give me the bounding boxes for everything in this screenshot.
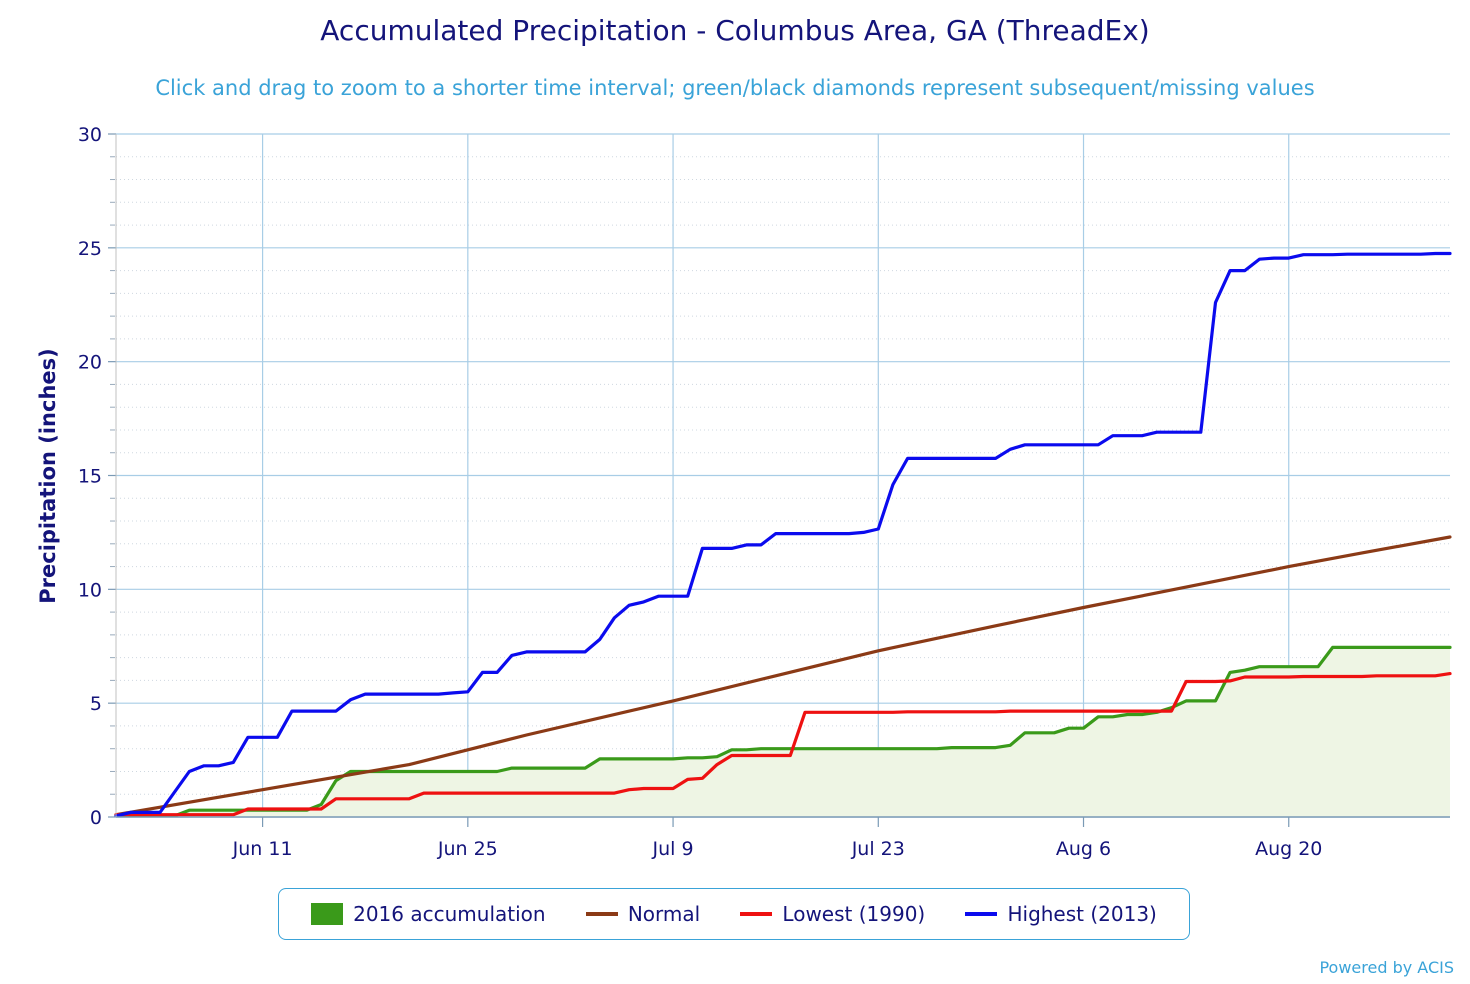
axis-layer: 0 5 10 15 20 25 30 Jun 11 Jun 25 Jul 9 Jul 23 Aug 6… (78, 124, 1450, 860)
legend-item-highest[interactable]: Highest (2013) (965, 902, 1157, 926)
legend-item-lowest[interactable]: Lowest (1990) (740, 902, 925, 926)
series-line-highest-2013 (114, 251, 1452, 818)
x-tick-label: Jul 9 (652, 838, 694, 860)
series-line-2016-accumulation (114, 645, 1452, 818)
y-tick-label: 5 (90, 693, 102, 715)
y-axis-label: Precipitation (inches) (36, 348, 60, 604)
x-tick-label: Jul 23 (851, 838, 905, 860)
chart-subtitle: Click and drag to zoom to a shorter time… (155, 76, 1315, 100)
legend-swatch-normal (585, 912, 618, 916)
legend-swatch-lowest (740, 912, 773, 916)
chart-legend: 2016 accumulation Normal Lowest (1990) H… (278, 888, 1190, 940)
x-tick-label: Aug 20 (1255, 838, 1322, 860)
chart-title: Accumulated Precipitation - Columbus Are… (320, 14, 1150, 47)
legend-label-lowest: Lowest (1990) (782, 902, 926, 926)
y-tick-label: 0 (90, 807, 102, 829)
y-tick-label: 30 (78, 124, 102, 146)
area-fill-2016-accumulation (116, 647, 1450, 817)
x-tick-label: Jun 25 (437, 838, 498, 860)
y-tick-label: 20 (78, 352, 102, 374)
precipitation-chart[interactable]: 0 5 10 15 20 25 30 Jun 11 Jun 25 Jul 9 Jul 23 Aug 6… (0, 0, 1470, 880)
y-tick-label: 25 (78, 238, 102, 260)
legend-swatch-2016 (311, 903, 344, 925)
legend-item-2016[interactable]: 2016 accumulation (311, 902, 546, 926)
x-tick-label: Jun 11 (232, 838, 293, 860)
legend-label-normal: Normal (627, 902, 701, 926)
powered-by-credit[interactable]: Powered by ACIS (1319, 958, 1454, 977)
legend-label-highest: Highest (2013) (1007, 902, 1157, 926)
legend-swatch-highest (965, 912, 998, 916)
y-tick-label: 15 (78, 466, 102, 488)
legend-item-normal[interactable]: Normal (585, 902, 701, 926)
grid-layer (116, 133, 1450, 818)
series-line-lowest-1990 (114, 671, 1452, 817)
legend-label-2016: 2016 accumulation (353, 902, 546, 926)
series-layer (114, 251, 1452, 818)
x-tick-label: Aug 6 (1056, 838, 1111, 860)
y-tick-label: 10 (78, 579, 102, 601)
series-line-normal (114, 535, 1452, 817)
